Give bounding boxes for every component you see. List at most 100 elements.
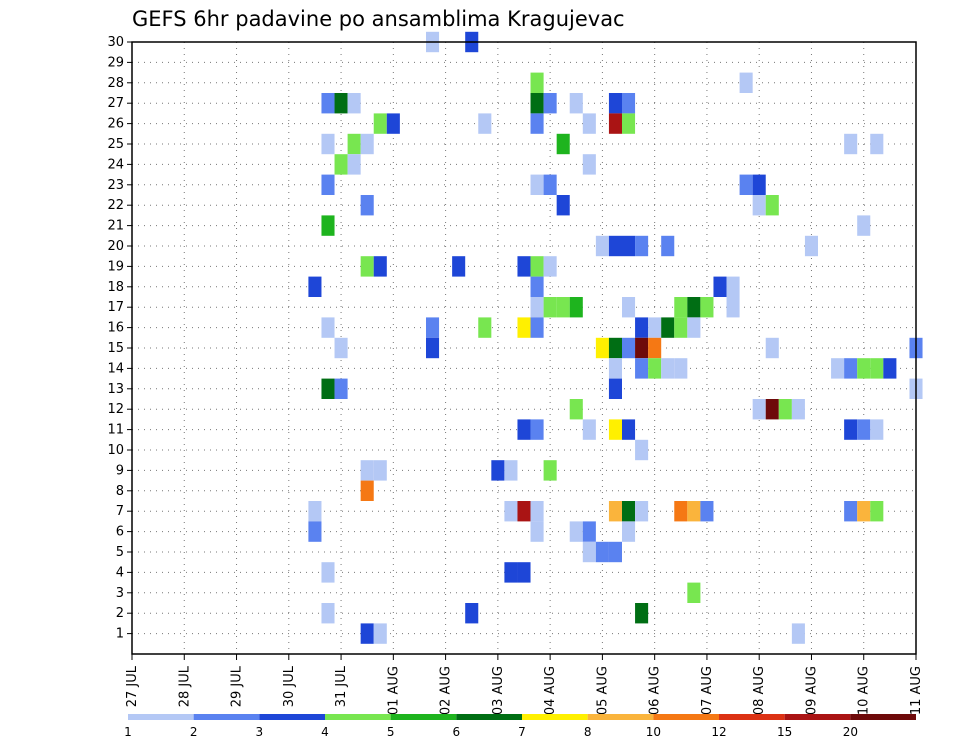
chart-title: GEFS 6hr padavine po ansamblima Kragujev… — [132, 7, 625, 31]
y-tick-label: 3 — [116, 586, 124, 601]
heatmap-cell — [465, 603, 479, 624]
heatmap-cell — [713, 276, 727, 297]
colorbar-label: 4 — [321, 725, 329, 739]
heatmap-cell — [844, 358, 858, 379]
heatmap-cell — [635, 439, 649, 461]
heatmap-cell — [752, 195, 766, 216]
heatmap-cell — [530, 297, 544, 318]
y-tick-label: 14 — [107, 361, 124, 376]
heatmap-cell — [517, 562, 531, 583]
heatmap-cell — [608, 501, 622, 522]
heatmap-cell — [491, 460, 505, 481]
heatmap-cell — [622, 521, 636, 542]
heatmap-cell — [635, 235, 649, 257]
heatmap-cell — [674, 501, 688, 522]
heatmap-cell — [452, 256, 466, 277]
y-tick-label: 19 — [107, 259, 124, 274]
colorbar-swatch — [784, 714, 851, 720]
x-tick-label: 27 JUL — [125, 665, 140, 707]
heatmap-cell — [674, 317, 688, 338]
heatmap-cell — [530, 276, 544, 297]
heatmap-cell — [530, 521, 544, 542]
heatmap-cell — [635, 317, 649, 338]
heatmap-cell — [334, 378, 348, 399]
heatmap-cell — [608, 358, 622, 379]
y-tick-label: 10 — [107, 443, 124, 458]
heatmap-cell — [321, 215, 335, 236]
heatmap-cell — [608, 378, 622, 399]
y-tick-label: 16 — [107, 321, 124, 336]
y-tick-label: 2 — [116, 606, 124, 621]
y-tick-label: 24 — [107, 157, 124, 172]
heatmap-cell — [700, 297, 714, 318]
colorbar-label: 8 — [584, 725, 592, 739]
heatmap-cell — [582, 419, 596, 440]
colorbar-swatch — [850, 714, 916, 720]
heatmap-cell — [504, 501, 518, 522]
heatmap-cell — [648, 358, 662, 379]
heatmap-cell — [321, 93, 335, 114]
x-tick-label: 29 JUL — [230, 665, 245, 707]
x-tick-label: 05 AUG — [595, 666, 610, 715]
heatmap-cell — [595, 541, 609, 563]
heatmap-cell — [608, 93, 622, 114]
heatmap-cell — [857, 419, 871, 440]
x-tick-label: 09 AUG — [804, 666, 819, 715]
heatmap-cell — [543, 460, 557, 481]
heatmap-cell — [308, 521, 322, 542]
x-tick-label: 08 AUG — [752, 666, 767, 715]
heatmap-cell — [844, 419, 858, 440]
heatmap-cell — [543, 256, 557, 277]
x-tick-label: 10 AUG — [857, 666, 872, 715]
heatmap-cell — [530, 93, 544, 114]
heatmap-cell — [870, 358, 884, 379]
heatmap-cell — [504, 562, 518, 583]
y-tick-label: 27 — [107, 96, 124, 111]
x-tick-label: 30 JUL — [282, 665, 297, 707]
heatmap-cell — [504, 460, 518, 481]
y-tick-label: 11 — [107, 423, 124, 438]
heatmap-cell — [517, 501, 531, 522]
y-tick-label: 28 — [107, 76, 124, 91]
heatmap-cell — [543, 93, 557, 114]
heatmap-cell — [530, 256, 544, 277]
heatmap-cell — [478, 317, 492, 338]
heatmap-cell — [804, 235, 818, 257]
heatmap-cell — [608, 419, 622, 440]
heatmap-cell — [347, 154, 361, 175]
y-tick-label: 9 — [116, 463, 124, 478]
colorbar-label: 20 — [843, 725, 858, 739]
heatmap-cell — [360, 460, 374, 481]
heatmap-cell — [373, 623, 387, 644]
heatmap-cell — [530, 419, 544, 440]
x-tick-label: 03 AUG — [491, 666, 506, 715]
heatmap-cell — [608, 337, 622, 359]
y-tick-label: 21 — [107, 219, 124, 234]
heatmap-cell — [478, 113, 492, 134]
heatmap-cell — [321, 562, 335, 583]
heatmap-cell — [687, 582, 701, 603]
y-axis: 1234567891011121314151617181920212223242… — [107, 35, 132, 642]
heatmap-cell — [321, 378, 335, 399]
colorbar-label: 6 — [453, 725, 461, 739]
heatmap-cell — [543, 297, 557, 318]
y-tick-label: 13 — [107, 382, 124, 397]
heatmap-cell — [857, 215, 871, 236]
heatmap-cell — [517, 419, 531, 440]
heatmap-cell — [530, 113, 544, 134]
heatmap-cell — [556, 195, 570, 216]
colorbar: 1 2 3 4 5 6 7 8 10 12 15 20 — [124, 714, 916, 739]
heatmap-cell — [347, 133, 361, 155]
heatmap-cell — [582, 154, 596, 175]
y-tick-label: 8 — [116, 484, 124, 499]
heatmap-cell — [765, 195, 779, 216]
heatmap-cell — [569, 93, 583, 114]
heatmap-cell — [373, 460, 387, 481]
heatmap-cell — [608, 541, 622, 563]
colorbar-swatch — [456, 714, 522, 720]
heatmap-cell — [622, 93, 636, 114]
heatmap-cell — [360, 256, 374, 277]
x-tick-label: 31 JUL — [334, 665, 349, 707]
heatmap-cell — [648, 317, 662, 338]
